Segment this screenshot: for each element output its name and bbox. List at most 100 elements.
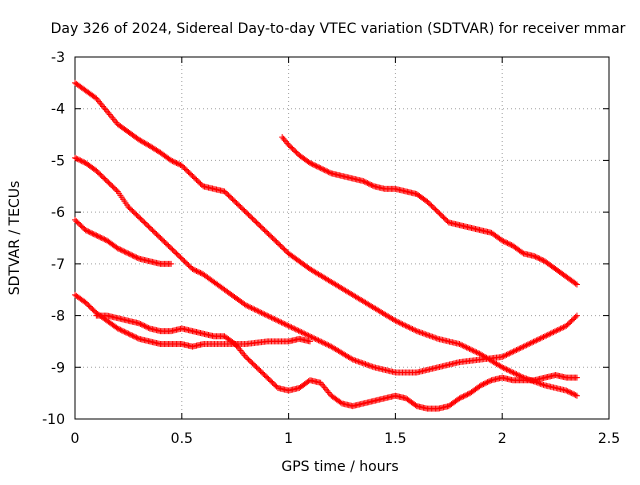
data-point xyxy=(264,374,271,381)
data-point-sample xyxy=(265,375,272,382)
data-point-sample xyxy=(238,205,245,212)
data-point xyxy=(125,250,132,257)
data-point-sample xyxy=(164,241,171,248)
data-point-sample xyxy=(469,347,476,354)
data-point xyxy=(189,172,196,179)
data-point xyxy=(242,209,249,216)
data-point-sample xyxy=(368,363,375,370)
data-point-sample xyxy=(500,364,507,371)
data-point-sample xyxy=(412,402,419,409)
data-point-sample xyxy=(184,260,191,267)
data-point-sample xyxy=(124,317,131,324)
data-point-sample xyxy=(113,314,120,321)
data-point-sample xyxy=(169,246,176,253)
data-point-sample xyxy=(455,359,462,366)
data-point-sample xyxy=(565,388,572,395)
data-point-sample xyxy=(96,170,103,177)
data-point xyxy=(168,245,175,252)
data-point xyxy=(72,216,78,223)
data-point-sample xyxy=(368,181,375,188)
data-point-sample xyxy=(361,178,368,185)
data-point-sample xyxy=(134,255,141,262)
data-point-sample xyxy=(433,335,440,342)
data-point-sample xyxy=(513,347,520,354)
data-point-sample xyxy=(539,381,546,388)
x-tick-label: 1 xyxy=(284,431,293,447)
data-point-sample xyxy=(510,348,517,355)
data-point-sample xyxy=(278,319,285,326)
data-point-sample xyxy=(464,391,471,398)
data-point-sample xyxy=(270,236,277,243)
data-point-sample xyxy=(412,190,419,197)
data-point-sample xyxy=(516,345,523,352)
data-point-sample xyxy=(564,321,571,328)
data-point-sample xyxy=(459,394,466,401)
data-point-sample xyxy=(268,233,275,240)
data-point-sample xyxy=(240,300,247,307)
data-point-sample xyxy=(261,227,268,234)
data-point-sample xyxy=(556,326,563,333)
x-tick-label: 2.5 xyxy=(598,431,620,447)
data-point-sample xyxy=(182,166,189,173)
data-point-sample xyxy=(506,367,513,374)
data-point-sample xyxy=(266,377,273,384)
data-point-sample xyxy=(466,345,473,352)
data-point xyxy=(178,162,185,169)
data-point-sample xyxy=(176,161,183,168)
data-point-sample xyxy=(325,169,332,176)
data-point-sample xyxy=(557,325,564,332)
data-point-sample xyxy=(460,343,467,350)
data-point-sample xyxy=(352,357,359,364)
data-point-sample xyxy=(294,385,301,392)
data-point-sample xyxy=(549,264,556,271)
data-point-sample xyxy=(480,381,487,388)
data-point-sample xyxy=(502,352,509,359)
data-point xyxy=(232,198,239,205)
data-point-sample xyxy=(109,183,116,190)
data-point-sample xyxy=(145,257,152,264)
data-point-sample xyxy=(314,336,321,343)
data-point-sample xyxy=(533,254,540,261)
data-point-sample xyxy=(304,158,311,165)
data-point-sample xyxy=(177,254,184,261)
data-point-sample xyxy=(113,187,120,194)
data-point-sample xyxy=(430,334,437,341)
data-point-sample xyxy=(529,252,536,259)
data-point-sample xyxy=(318,165,325,172)
data-point-sample xyxy=(470,347,477,354)
data-point-sample xyxy=(359,360,366,367)
data-point-sample xyxy=(132,253,139,260)
data-point-sample xyxy=(229,339,236,346)
data-point-sample xyxy=(501,238,508,245)
data-point-sample xyxy=(126,331,133,338)
data-point-sample xyxy=(145,324,152,331)
data-point-sample xyxy=(547,330,554,337)
data-point-sample xyxy=(403,323,410,330)
data-point-sample xyxy=(273,238,280,245)
data-point-sample xyxy=(299,329,306,336)
y-tick-label: -5 xyxy=(51,153,65,169)
data-point xyxy=(104,178,111,185)
data-point-sample xyxy=(144,222,151,229)
data-point-sample xyxy=(225,192,232,199)
data-point-sample xyxy=(286,143,293,150)
data-point-sample xyxy=(571,315,578,322)
data-point xyxy=(82,227,89,234)
data-point-sample xyxy=(209,185,216,192)
data-point-sample xyxy=(322,167,329,174)
data-point-sample xyxy=(140,322,147,329)
data-point-sample xyxy=(428,333,434,340)
data-point-sample xyxy=(230,197,237,204)
data-point-sample xyxy=(572,280,579,287)
data-point-sample xyxy=(77,222,84,229)
data-point-sample xyxy=(507,349,514,356)
data-point-sample xyxy=(145,338,152,345)
data-point-sample xyxy=(259,310,266,317)
data-point-sample xyxy=(363,179,370,186)
data-point-sample xyxy=(289,145,296,152)
data-point-sample xyxy=(118,247,125,254)
data-point-sample xyxy=(89,230,96,237)
data-point-sample xyxy=(129,207,136,214)
data-point-sample xyxy=(500,238,507,245)
